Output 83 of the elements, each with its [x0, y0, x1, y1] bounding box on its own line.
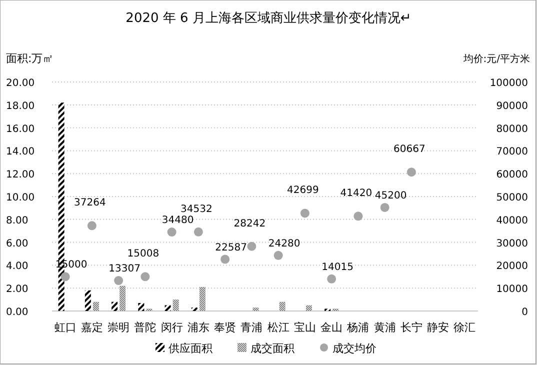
y2-tick-label: 80000	[496, 124, 528, 135]
y-axis-title: 面积:万㎡	[6, 52, 54, 65]
data-label: 45200	[374, 190, 407, 202]
point	[60, 272, 70, 282]
bar	[199, 286, 206, 311]
x-tick-label: 金山	[320, 321, 343, 334]
y2-tick-label: 100000	[490, 78, 528, 89]
data-label: 34532	[180, 204, 212, 215]
point	[247, 242, 256, 251]
y2-tick-label: 10000	[496, 284, 528, 296]
bar	[279, 302, 286, 311]
point	[87, 221, 96, 230]
point	[167, 228, 176, 237]
data-label: 28242	[234, 218, 266, 230]
x-tick-label: 普陀	[134, 321, 156, 334]
point	[114, 276, 124, 286]
legend-label: 成交均价	[332, 342, 376, 355]
y2-axis-title: 均价:元/平方米	[462, 53, 530, 65]
y2-tick-label: 30000	[496, 238, 528, 250]
point	[300, 208, 310, 218]
y-tick-label: 14.00	[6, 146, 35, 158]
x-tick-label: 松江	[267, 321, 290, 334]
y-tick-label: 18.00	[6, 100, 35, 112]
data-label: 13307	[108, 264, 140, 275]
y-tick-label: 0.00	[6, 307, 28, 318]
x-tick-label: 崇明	[108, 321, 130, 334]
bar	[191, 308, 198, 311]
x-tick-label: 虹口	[54, 321, 76, 334]
legend-label: 供应面积	[168, 342, 212, 355]
x-tick-label: 徐汇	[454, 321, 476, 334]
x-tick-label: 奉贤	[214, 321, 236, 334]
bar	[164, 305, 171, 311]
y-tick-label: 2.00	[6, 284, 28, 296]
data-label: 60667	[394, 144, 426, 156]
y-tick-label: 4.00	[6, 261, 28, 272]
y2-tick-label: 70000	[496, 146, 528, 158]
bar	[84, 290, 91, 311]
x-tick-label: 静安	[427, 321, 450, 334]
x-tick-label: 青浦	[240, 321, 263, 334]
data-label: 41420	[340, 188, 372, 200]
point	[220, 254, 230, 264]
x-tick-label: 浦东	[187, 321, 210, 334]
point	[274, 250, 283, 260]
point	[194, 227, 203, 236]
bar	[112, 302, 118, 311]
y2-tick-label: 40000	[496, 215, 528, 226]
y-tick-label: 6.00	[6, 238, 28, 250]
data-label: 37264	[74, 198, 106, 209]
y2-tick-label: 60000	[496, 170, 528, 181]
y-tick-label: 10.00	[6, 192, 35, 204]
data-label: 24280	[268, 238, 300, 250]
bar	[172, 300, 179, 311]
point	[406, 168, 416, 177]
point	[140, 272, 150, 282]
x-tick-label: 杨浦	[346, 321, 370, 334]
bar	[120, 286, 126, 311]
y2-tick-label: 50000	[496, 192, 528, 204]
chart-title: 2020 年 6 月上海各区域商业供求量价变化情况↵	[126, 11, 412, 26]
point	[380, 202, 390, 212]
point	[327, 274, 336, 284]
data-label: 34480	[162, 215, 194, 226]
bar	[138, 302, 144, 311]
x-tick-label: 黄浦	[374, 321, 396, 334]
x-tick-label: 长宁	[400, 321, 422, 334]
data-label: 42699	[287, 185, 319, 196]
bar	[92, 302, 99, 311]
y2-tick-label: 20000	[496, 261, 528, 272]
data-label: 14015	[322, 262, 354, 273]
bar	[306, 305, 312, 311]
x-tick-label: 嘉定	[80, 321, 103, 334]
y-tick-label: 12.00	[6, 170, 35, 181]
x-tick-label: 闵行	[160, 321, 183, 334]
data-label: 15008	[127, 248, 160, 260]
bar	[252, 308, 259, 311]
x-tick-label: 宝山	[294, 321, 316, 334]
y2-tick-label: 90000	[496, 100, 528, 112]
legend-label: 成交面积	[250, 342, 294, 355]
y-tick-label: 8.00	[6, 215, 28, 226]
point	[354, 212, 363, 221]
data-label: 22587	[215, 242, 247, 254]
y-tick-label: 16.00	[6, 124, 35, 135]
y-tick-label: 20.00	[6, 78, 35, 89]
y2-tick-label: 0	[522, 307, 528, 318]
